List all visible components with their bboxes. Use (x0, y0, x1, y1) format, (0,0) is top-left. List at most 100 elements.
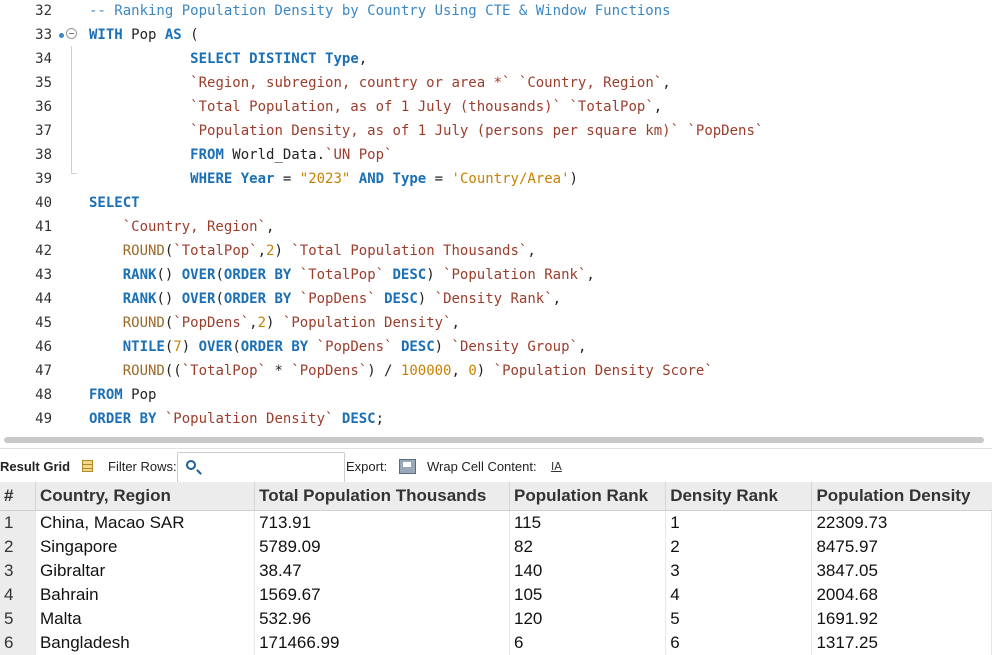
code-token: DESC (400, 339, 435, 355)
code-line[interactable]: 32 -- Ranking Population Density by Count… (0, 0, 992, 24)
density-rank-cell[interactable]: 6 (665, 631, 813, 655)
population-density-cell[interactable]: 8475.97 (811, 535, 992, 559)
code-line[interactable]: 42 ROUND(`TotalPop`,2) `Total Population… (0, 240, 992, 264)
population-rank-cell[interactable]: 115 (509, 510, 667, 535)
density-rank-cell[interactable]: 2 (665, 535, 813, 559)
code-token (156, 411, 164, 427)
population-rank-cell[interactable]: 82 (509, 535, 667, 559)
row-number-cell[interactable]: 4 (0, 583, 36, 607)
total-population-cell[interactable]: 532.96 (254, 607, 510, 631)
col-header-population-density[interactable]: Population Density (811, 482, 992, 511)
code-line[interactable]: 48 FROM Pop (0, 384, 992, 408)
table-row[interactable]: 4 Bahrain 1569.67 105 4 2004.68 (0, 583, 992, 607)
code-token: `Total Population, as of 1 July (thousan… (190, 99, 562, 115)
country-region-cell[interactable]: China, Macao SAR (35, 510, 256, 535)
code-line[interactable]: 34 SELECT DISTINCT Type, (0, 48, 992, 72)
code-line[interactable]: 40 SELECT (0, 192, 992, 216)
population-rank-cell[interactable]: 140 (509, 559, 667, 583)
total-population-cell[interactable]: 5789.09 (254, 535, 510, 559)
code-line[interactable]: 41 `Country, Region`, (0, 216, 992, 240)
code-line[interactable]: 39 WHERE Year = "2023" AND Type = 'Count… (0, 168, 992, 192)
code-token: -- Ranking Population Density by Country… (89, 3, 671, 19)
fold-toggle-icon[interactable] (66, 28, 77, 39)
wrap-cell-content-label: Wrap Cell Content: (427, 459, 537, 474)
code-line[interactable]: 49 ORDER BY `Population Density` DESC; (0, 408, 992, 432)
row-number-cell[interactable]: 3 (0, 559, 36, 583)
code-line[interactable]: 33 WITH Pop AS ( (0, 24, 992, 48)
code-token: (( (164, 363, 182, 379)
country-region-cell[interactable]: Gibraltar (35, 559, 256, 583)
total-population-cell[interactable]: 1569.67 (254, 583, 510, 607)
code-token: RANK (122, 267, 157, 283)
code-token: , (451, 315, 460, 331)
code-line[interactable]: 47 ROUND((`TotalPop` * `PopDens`) / 1000… (0, 360, 992, 384)
editor-horizontal-scrollbar[interactable] (4, 437, 984, 443)
result-grid-tab[interactable]: Result Grid (0, 459, 71, 474)
code-token: FROM (190, 147, 224, 163)
code-line[interactable]: 36 `Total Population, as of 1 July (thou… (0, 96, 992, 120)
table-row[interactable]: 6 Bangladesh 171466.99 6 6 1317.25 (0, 631, 992, 655)
population-rank-cell[interactable]: 120 (509, 607, 667, 631)
table-row[interactable]: 3 Gibraltar 38.47 140 3 3847.05 (0, 559, 992, 583)
line-number: 46 (35, 339, 52, 355)
code-token: , (451, 363, 469, 379)
code-text: FROM World_Data.`UN Pop` (89, 144, 392, 166)
code-token: `TotalPop` (173, 243, 258, 259)
code-token: `Population Density` (164, 411, 334, 427)
density-rank-cell[interactable]: 4 (665, 583, 813, 607)
code-token: `TotalPop` (569, 99, 654, 115)
total-population-cell[interactable]: 171466.99 (254, 631, 510, 655)
row-number-cell[interactable]: 1 (0, 510, 36, 535)
sql-editor[interactable]: 32 -- Ranking Population Density by Count… (0, 0, 992, 434)
code-token: = (274, 171, 300, 187)
density-rank-cell[interactable]: 3 (665, 559, 813, 583)
code-line[interactable]: 44 RANK() OVER(ORDER BY `PopDens` DESC) … (0, 288, 992, 312)
country-region-cell[interactable]: Bangladesh (35, 631, 256, 655)
population-rank-cell[interactable]: 105 (509, 583, 667, 607)
code-token: `Population Rank` (443, 267, 587, 283)
row-number-cell[interactable]: 6 (0, 631, 36, 655)
code-token: ( (164, 243, 174, 259)
result-grid[interactable]: # Country, Region Total Population Thous… (0, 482, 992, 655)
population-density-cell[interactable]: 3847.05 (811, 559, 992, 583)
density-rank-cell[interactable]: 1 (665, 510, 813, 535)
code-token: ) (426, 267, 444, 283)
col-header-population-rank[interactable]: Population Rank (509, 482, 667, 511)
population-density-cell[interactable]: 1691.92 (811, 607, 992, 631)
code-token (89, 51, 190, 67)
col-header-country-region[interactable]: Country, Region (35, 482, 256, 511)
population-density-cell[interactable]: 22309.73 (811, 510, 992, 535)
code-line[interactable]: 37 `Population Density, as of 1 July (pe… (0, 120, 992, 144)
code-token (89, 147, 190, 163)
code-token: ORDER BY (223, 291, 292, 307)
country-region-cell[interactable]: Singapore (35, 535, 256, 559)
code-token: `PopDens` (291, 363, 368, 379)
row-number-cell[interactable]: 2 (0, 535, 36, 559)
country-region-cell[interactable]: Malta (35, 607, 256, 631)
col-header-total-population-thousands[interactable]: Total Population Thousands (254, 482, 510, 511)
code-line[interactable]: 46 NTILE(7) OVER(ORDER BY `PopDens` DESC… (0, 336, 992, 360)
total-population-cell[interactable]: 38.47 (254, 559, 510, 583)
table-row[interactable]: 5 Malta 532.96 120 5 1691.92 (0, 607, 992, 631)
export-icon[interactable] (399, 459, 416, 474)
total-population-cell[interactable]: 713.91 (254, 510, 510, 535)
code-line[interactable]: 43 RANK() OVER(ORDER BY `TotalPop` DESC)… (0, 264, 992, 288)
wrap-cell-content-icon[interactable]: IA (551, 460, 562, 473)
code-token (89, 267, 123, 283)
filter-rows-input[interactable] (177, 452, 345, 483)
country-region-cell[interactable]: Bahrain (35, 583, 256, 607)
code-line[interactable]: 38 FROM World_Data.`UN Pop` (0, 144, 992, 168)
grid-view-icon[interactable] (82, 460, 93, 472)
population-rank-cell[interactable]: 6 (509, 631, 667, 655)
col-header-rownum[interactable]: # (0, 482, 36, 511)
col-header-density-rank[interactable]: Density Rank (665, 482, 813, 511)
population-density-cell[interactable]: 2004.68 (811, 583, 992, 607)
table-row[interactable]: 1 China, Macao SAR 713.91 115 1 22309.73 (0, 510, 992, 535)
row-number-cell[interactable]: 5 (0, 607, 36, 631)
code-line[interactable]: 35 `Region, subregion, country or area *… (0, 72, 992, 96)
code-line[interactable]: 45 ROUND(`PopDens`,2) `Population Densit… (0, 312, 992, 336)
code-token (89, 219, 123, 235)
density-rank-cell[interactable]: 5 (665, 607, 813, 631)
table-row[interactable]: 2 Singapore 5789.09 82 2 8475.97 (0, 535, 992, 559)
population-density-cell[interactable]: 1317.25 (811, 631, 992, 655)
